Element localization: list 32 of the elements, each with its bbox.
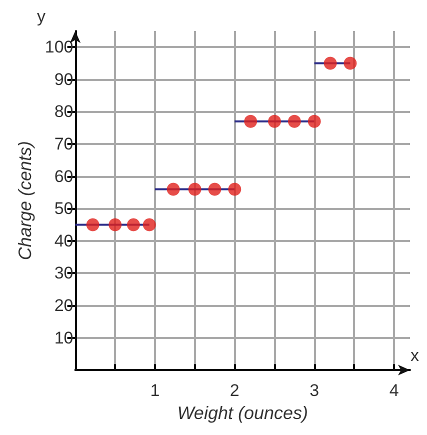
y-tick-label: 70 (54, 134, 74, 154)
y-tick-label: 40 (54, 231, 74, 250)
point (142, 218, 156, 232)
point (208, 182, 222, 196)
point (228, 182, 242, 196)
point (126, 218, 140, 232)
point (344, 56, 357, 70)
y-tick-label: 10 (54, 328, 74, 348)
y-axis-title: Charge (cents) (15, 141, 35, 260)
x-axis-title: Weight (ounces) (177, 403, 308, 423)
x-tick-label: 1 (150, 381, 160, 400)
point (288, 114, 301, 128)
text: x (410, 346, 420, 365)
point (244, 114, 258, 128)
x-tick-label: 2 (230, 381, 240, 400)
y-tick-label: 30 (54, 264, 74, 283)
point (108, 218, 122, 232)
text: y (37, 7, 46, 26)
y-tick-label: 100 (44, 38, 74, 57)
point (188, 182, 202, 196)
y-tick-label: 50 (54, 199, 74, 218)
x-tick-label: 3 (310, 381, 320, 400)
point (324, 56, 337, 70)
y-tick-label: 90 (54, 70, 74, 89)
point (268, 114, 282, 128)
y-tick-label: 80 (54, 102, 74, 122)
x-tick-label: 4 (389, 381, 399, 400)
point (166, 182, 180, 196)
point (86, 218, 100, 232)
y-tick-label: 60 (54, 166, 74, 186)
point (308, 114, 321, 128)
y-tick-label: 20 (54, 296, 74, 316)
